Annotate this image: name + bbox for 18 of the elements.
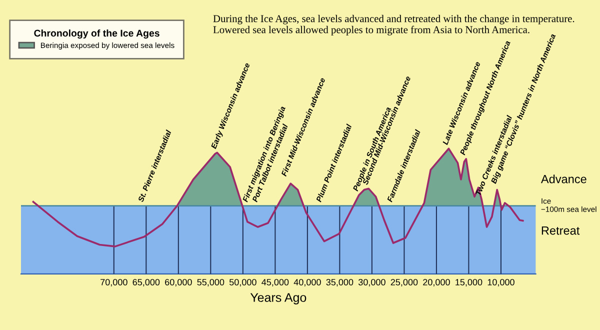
x-tick-label: 40,000 — [294, 279, 321, 286]
x-tick-label: 55,000 — [197, 279, 224, 286]
x-tick-label: 30,000 — [358, 279, 386, 286]
x-tick-label: 60,000 — [165, 279, 192, 286]
x-tick-label: 25,000 — [390, 279, 418, 286]
x-tick-label: 15,000 — [456, 279, 482, 286]
x-tick-label: 10,000 — [488, 279, 514, 286]
text: Advance — [540, 174, 586, 184]
x-axis-title: Years Ago — [250, 293, 306, 304]
x-tick-label: 50,000 — [229, 279, 256, 286]
x-tick-label: 70,000 — [100, 279, 128, 286]
x-tick-label: 20,000 — [423, 279, 450, 286]
x-tick-label: 65,000 — [132, 279, 160, 286]
x-tick-label: 45,000 — [262, 279, 289, 286]
legend-title: Chronology of the Ice Ages — [34, 29, 160, 39]
chart-subtitle: During the Ice Ages, sea levels advanced and retreated with the change in temperature. Lowered sea levels allowed peoples to migrate from Asia to North America. — [213, 14, 574, 36]
x-tick-label: 35,000 — [326, 279, 354, 286]
text: Retreat — [542, 226, 580, 235]
